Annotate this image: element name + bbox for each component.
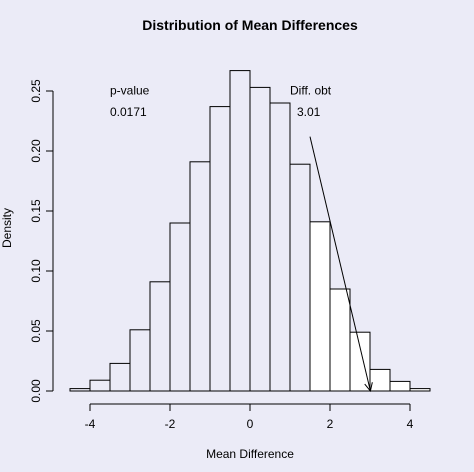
x-tick-label-4: 4 xyxy=(407,417,414,431)
x-axis-label: Mean Difference xyxy=(206,447,294,461)
histogram-bar-10 xyxy=(269,102,291,392)
histogram-bar-0 xyxy=(69,388,91,392)
y-tick-label-5: 0.25 xyxy=(29,79,43,103)
y-axis: 0.00 0.05 0.10 0.15 0.20 0.25 xyxy=(29,79,54,403)
histogram-bar-8 xyxy=(229,70,251,392)
histogram-bar-13 xyxy=(329,288,351,392)
arrow-shaft xyxy=(309,136,371,392)
y-tick-label-3: 0.15 xyxy=(29,199,43,223)
arrow-head xyxy=(364,382,373,393)
x-tick-label-2: 0 xyxy=(247,417,254,431)
histogram-bar-5 xyxy=(169,222,191,392)
histogram-bar-17 xyxy=(409,388,431,392)
observed-difference-arrow xyxy=(309,136,373,393)
histogram-bar-2 xyxy=(109,362,131,392)
x-tick-label-1: -2 xyxy=(165,417,176,431)
y-tick-label-1: 0.05 xyxy=(29,319,43,343)
x-axis: -4 -2 0 2 4 xyxy=(85,403,414,431)
chart-title: Distribution of Mean Differences xyxy=(142,17,358,33)
annotation-label-0: p-value xyxy=(110,84,150,98)
x-tick-label-0: -4 xyxy=(85,417,96,431)
chart-annotations: p-value 0.0171 Diff. obt 3.01 xyxy=(110,84,332,120)
histogram-bar-16 xyxy=(389,380,411,392)
x-tick-label-3: 2 xyxy=(327,417,334,431)
histogram-bar-3 xyxy=(129,329,151,392)
histogram-bar-7 xyxy=(209,106,231,392)
histogram-bar-15 xyxy=(369,368,391,392)
annotation-value-1: 3.01 xyxy=(297,105,321,119)
histogram-bar-14 xyxy=(349,331,371,392)
annotation-value-0: 0.0171 xyxy=(110,105,147,119)
histogram-bar-11 xyxy=(289,163,311,392)
y-tick-label-0: 0.00 xyxy=(29,379,43,403)
histogram-bars xyxy=(69,70,431,392)
y-tick-label-4: 0.20 xyxy=(29,139,43,163)
annotation-label-1: Diff. obt xyxy=(290,84,332,98)
histogram-bar-9 xyxy=(249,86,271,392)
histogram-bar-6 xyxy=(189,161,211,392)
histogram-bar-1 xyxy=(89,379,111,392)
y-tick-label-2: 0.10 xyxy=(29,259,43,283)
y-axis-label: Density xyxy=(0,208,14,248)
histogram-bar-4 xyxy=(149,281,171,392)
histogram-bar-12 xyxy=(309,221,331,392)
